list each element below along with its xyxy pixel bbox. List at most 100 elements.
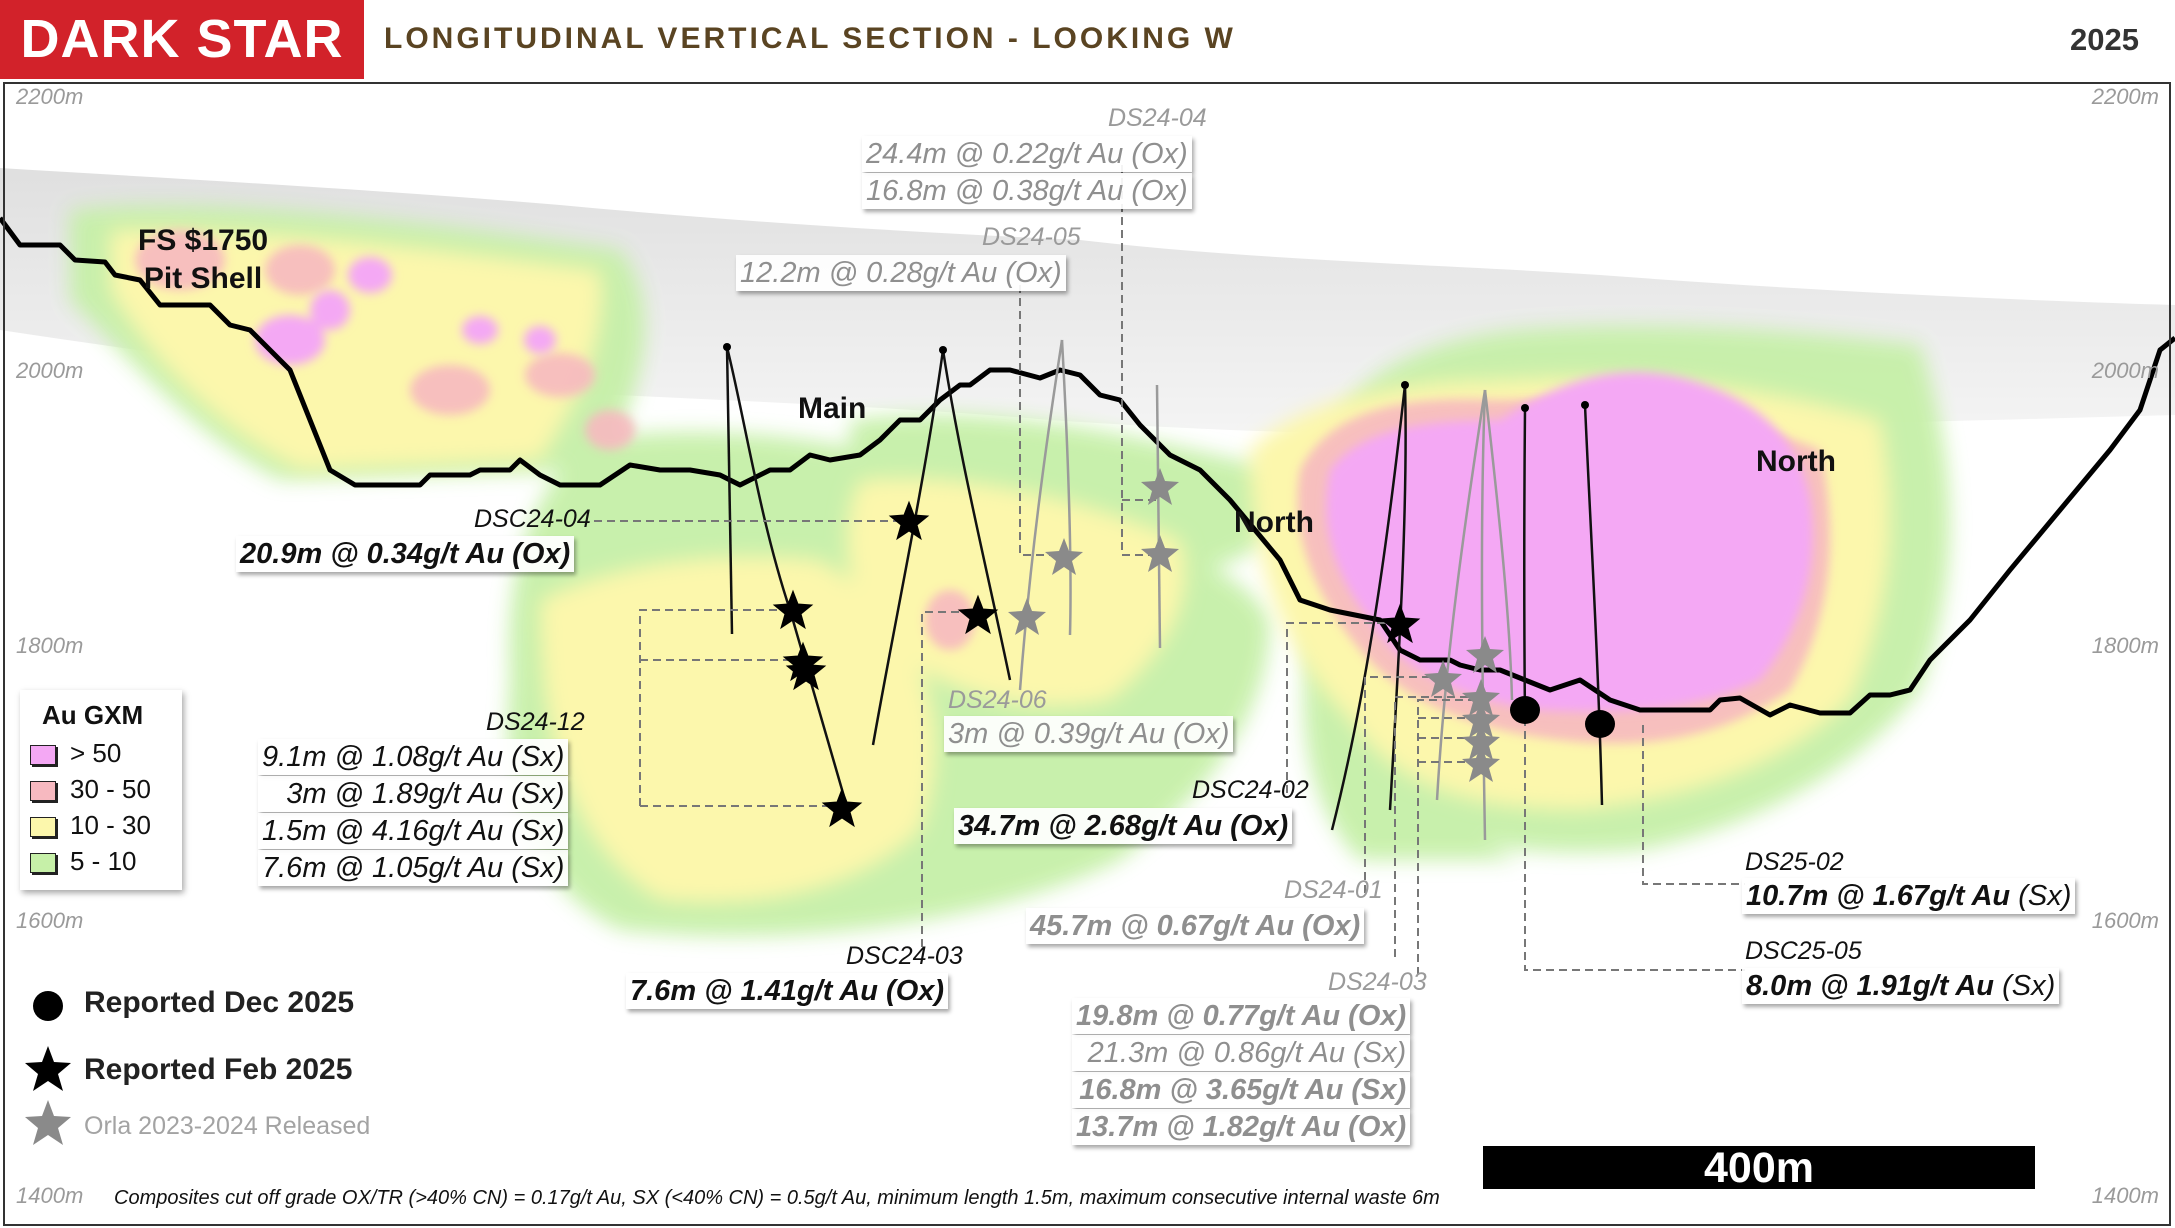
intercept-line: 24.4m @ 0.22g/t Au (Ox) [862, 136, 1192, 172]
star-marker [1462, 745, 1500, 782]
intercept-line: 7.6m @ 1.41g/t Au (Ox) [626, 973, 949, 1009]
legend-label: > 50 [70, 738, 122, 768]
legend-row-over-50: > 50 [30, 738, 121, 770]
legend-reported-dec-2025: Reported Dec 2025 [84, 986, 355, 1019]
hole-label-ds24-05: DS24-05 [982, 223, 1081, 251]
intercept-line: 34.7m @ 2.68g/t Au (Ox) [954, 808, 1293, 844]
intercept-ds24-04: 24.4m @ 0.22g/t Au (Ox) 16.8m @ 0.38g/t … [862, 136, 1192, 210]
figure-title: LONGITUDINAL VERTICAL SECTION - LOOKING … [384, 22, 1236, 55]
drillhole-ds24-05b [1060, 339, 1072, 636]
drillhole-ds25-02 [1583, 404, 1604, 806]
scale-bar: 400m [1483, 1146, 2035, 1191]
drillhole-ds24-04 [1155, 384, 1162, 649]
intercept-line: 13.7m @ 1.82g/t Au (Ox) [1072, 1109, 1411, 1145]
star-marker [1462, 701, 1500, 738]
hole-label-ds24-06: DS24-06 [948, 686, 1047, 714]
swatch-magenta-icon [30, 745, 56, 766]
dots-dec-2025 [1510, 696, 1615, 738]
star-marker [888, 500, 930, 541]
intercept-dsc25-05: 8.0m @ 1.91g/t Au (Sx) [1742, 968, 2060, 1005]
hole-label-ds24-12: DS24-12 [486, 708, 585, 736]
pit-shell-label-line1: FS $1750 [138, 224, 269, 257]
drillhole-ds24-05 [1018, 339, 1064, 691]
legend-reported-feb-2025: Reported Feb 2025 [84, 1053, 353, 1086]
intercept-ds24-01: 45.7m @ 0.67g/t Au (Ox) [1026, 908, 1365, 945]
intercept-line: 3m @ 0.39g/t Au (Ox) [944, 716, 1234, 752]
elev-right-2000: 2000m [2091, 358, 2159, 383]
hole-label-dsc24-04: DSC24-04 [474, 505, 591, 533]
drillhole-ds24-03b [1483, 389, 1514, 701]
intercept-type: (Sx) [2018, 880, 2072, 912]
intercept-type: (Sx) [2002, 970, 2056, 1002]
hole-label-ds24-03: DS24-03 [1328, 968, 1427, 996]
drillhole-dsc24-04a [725, 346, 734, 635]
star-marker [1466, 636, 1504, 673]
zone-label-north-2: North [1756, 445, 1836, 478]
elev-left-1600: 1600m [16, 908, 84, 933]
pit-shell-outline [0, 216, 2175, 718]
legend-label: 5 - 10 [70, 846, 137, 876]
intercept-ds24-12: 9.1m @ 1.08g/t Au (Sx) 3m @ 1.89g/t Au (… [258, 739, 569, 887]
intercept-line: 10.7m @ 1.67g/t Au (Sx) [1742, 878, 2076, 914]
intercept-line: 19.8m @ 0.77g/t Au (Ox) [1072, 998, 1411, 1034]
swatch-green-icon [30, 853, 56, 874]
hole-label-dsc25-05: DSC25-05 [1745, 937, 1862, 965]
zone-label-north-1: North [1234, 506, 1314, 539]
legend-row-30-50: 30 - 50 [30, 774, 151, 806]
star-marker [1141, 535, 1179, 572]
stars-feb-2025 [772, 500, 1421, 828]
legend-row-10-30: 10 - 30 [30, 810, 151, 842]
intercept-ds24-03: 19.8m @ 0.77g/t Au (Ox) 21.3m @ 0.86g/t … [1072, 998, 1411, 1146]
collars [723, 343, 1589, 412]
drillhole-dsc24-03b [941, 349, 1012, 681]
hole-label-ds24-01: DS24-01 [1284, 876, 1383, 904]
star-marker [772, 589, 814, 630]
intercept-line: 16.8m @ 3.65g/t Au (Sx) [1072, 1072, 1411, 1108]
legend-grey-star-icon [25, 1100, 71, 1145]
elev-right-2200: 2200m [2091, 84, 2159, 109]
star-marker [1462, 679, 1500, 716]
elev-right-1600: 1600m [2091, 908, 2159, 933]
star-marker [1462, 723, 1500, 760]
intercept-line: 16.8m @ 0.38g/t Au (Ox) [862, 173, 1192, 209]
intercept-line: 45.7m @ 0.67g/t Au (Ox) [1026, 908, 1365, 944]
legend-row-5-10: 5 - 10 [30, 846, 137, 878]
intercept-line: 3m @ 1.89g/t Au (Sx) [258, 776, 569, 812]
intercept-line: 8.0m @ 1.91g/t Au (Sx) [1742, 968, 2060, 1004]
hole-label-ds24-04: DS24-04 [1108, 104, 1207, 132]
intercept-line: 21.3m @ 0.86g/t Au (Sx) [1072, 1035, 1411, 1071]
intercept-dsc24-02: 34.7m @ 2.68g/t Au (Ox) [954, 808, 1293, 845]
elev-right-1800: 1800m [2091, 633, 2159, 658]
star-marker [957, 594, 999, 635]
legend-black-star-icon [25, 1046, 71, 1091]
drillhole-dsc24-03a [871, 349, 945, 746]
star-marker [1141, 468, 1179, 505]
star-marker [1379, 603, 1421, 644]
elev-left-1400: 1400m [16, 1183, 84, 1208]
star-marker [785, 650, 827, 691]
intercept-line: 12.2m @ 0.28g/t Au (Ox) [736, 255, 1066, 291]
leader-lines [594, 165, 1745, 975]
star-marker [1424, 660, 1462, 697]
intercept-dsc24-03: 7.6m @ 1.41g/t Au (Ox) [626, 973, 949, 1010]
hole-label-dsc24-03: DSC24-03 [846, 942, 963, 970]
intercept-value: 10.7m @ 1.67g/t Au [1746, 880, 2011, 912]
zone-label-main: Main [798, 392, 867, 425]
hole-label-dsc24-02: DSC24-02 [1192, 776, 1309, 804]
grade-legend: Au GXM > 50 30 - 50 10 - 30 5 - 10 [20, 690, 182, 890]
intercept-ds24-05: 12.2m @ 0.28g/t Au (Ox) [736, 255, 1066, 292]
star-marker [1008, 598, 1046, 635]
drillhole-dsc25-05 [1523, 407, 1527, 721]
intercept-value: 8.0m @ 1.91g/t Au [1746, 970, 1995, 1002]
pit-shell-label: FS $1750 Pit Shell [138, 222, 268, 298]
swatch-yellow-icon [30, 817, 56, 838]
drillhole-dsc24-02a [1330, 384, 1407, 831]
drillhole-ds24-01 [1435, 389, 1487, 801]
intercept-ds24-06: 3m @ 0.39g/t Au (Ox) [944, 716, 1234, 753]
intercept-dsc24-04: 20.9m @ 0.34g/t Au (Ox) [236, 536, 575, 573]
star-marker [1045, 538, 1083, 575]
grade-shell-over-50 [255, 257, 1813, 712]
dark-star-logo: DARK STAR [0, 0, 364, 79]
intercept-ds25-02: 10.7m @ 1.67g/t Au (Sx) [1742, 878, 2076, 915]
